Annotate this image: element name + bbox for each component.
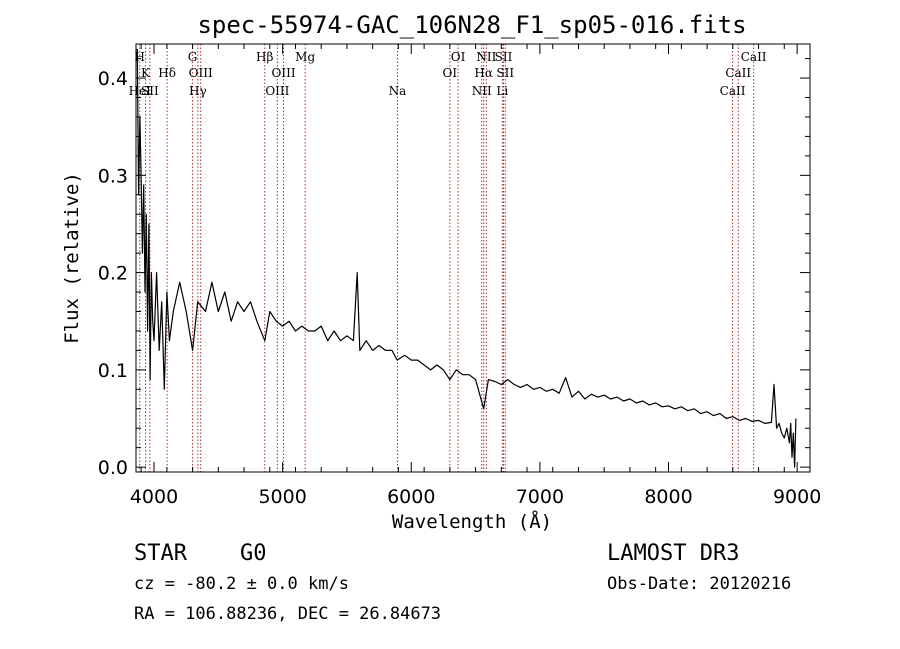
y-tick-label-4: 0.4 <box>98 68 128 90</box>
line-label-19: NII <box>472 84 492 98</box>
survey-name: LAMOST DR3 <box>607 541 739 566</box>
line-label-21: CaII <box>741 50 767 64</box>
x-tick-label-0: 4000 <box>130 486 178 508</box>
y-tick-labels: 0.0 0.1 0.2 0.3 0.4 <box>98 68 128 479</box>
x-axis-label: Wavelength (Å) <box>392 510 552 533</box>
line-label-16: SII <box>495 50 513 64</box>
x-tick-labels: 4000 5000 6000 7000 8000 9000 <box>130 486 821 508</box>
line-label-20: Li <box>496 84 508 98</box>
y-tick-label-1: 0.1 <box>98 360 128 382</box>
line-label-18: SII <box>496 66 514 80</box>
spectral-line-markers <box>139 44 755 472</box>
y-axis-label: Flux (relative) <box>61 172 83 344</box>
line-label-1: K <box>141 66 151 80</box>
line-label-8: Hβ <box>256 50 273 64</box>
y-tick-label-0: 0.0 <box>98 457 128 479</box>
x-tick-label-3: 7000 <box>516 486 564 508</box>
line-label-5: G <box>188 50 198 64</box>
object-class: STAR <box>134 541 188 566</box>
obs-date: Obs-Date: 20120216 <box>607 574 791 594</box>
line-label-14: OI <box>443 66 458 80</box>
x-tick-label-4: 8000 <box>644 486 692 508</box>
plot-frame <box>135 43 811 473</box>
redshift-readout: cz = -80.2 ± 0.0 km/s <box>134 574 349 594</box>
line-label-22: CaII <box>725 66 751 80</box>
line-label-10: OIII <box>265 84 289 98</box>
line-label-7: Hγ <box>189 84 207 98</box>
line-label-23: CaII <box>720 84 746 98</box>
line-label-3: SII <box>141 84 159 98</box>
line-label-9: OIII <box>272 66 296 80</box>
line-label-2: HeI <box>129 84 152 98</box>
line-label-11: Mg <box>295 50 315 64</box>
axis-ticks <box>136 44 811 472</box>
y-tick-label-2: 0.2 <box>98 263 128 285</box>
x-tick-label-5: 9000 <box>773 486 821 508</box>
spectrum-layer <box>136 48 797 468</box>
spectral-line-labels: HKHeISIIHδGOIIIHγHβOIIIOIIIMgNaOIOINIISI… <box>129 50 767 98</box>
object-subclass: G0 <box>240 541 267 566</box>
x-tick-label-1: 5000 <box>258 486 306 508</box>
line-label-13: OI <box>451 50 466 64</box>
spectrum-line <box>136 48 797 468</box>
line-label-17: Hα <box>474 66 493 80</box>
chart-title: spec-55974-GAC_106N28_F1_sp05-016.fits <box>197 11 746 39</box>
line-label-12: Na <box>389 84 407 98</box>
line-label-4: Hδ <box>158 66 176 80</box>
line-label-6: OIII <box>189 66 213 80</box>
x-tick-label-2: 6000 <box>387 486 435 508</box>
line-label-0: H <box>134 50 144 64</box>
y-tick-label-3: 0.3 <box>98 165 128 187</box>
line-label-15: NII <box>476 50 496 64</box>
coordinates: RA = 106.88236, DEC = 26.84673 <box>134 604 441 624</box>
